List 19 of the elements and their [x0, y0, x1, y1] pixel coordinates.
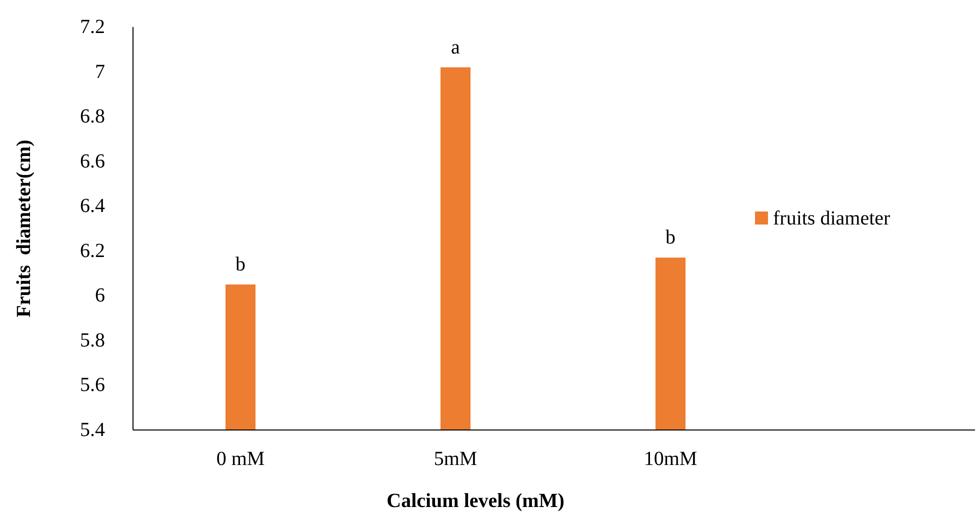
y-tick-label: 7 [95, 60, 105, 83]
y-tick-label: 6.2 [80, 240, 105, 262]
y-tick-label: 6.8 [80, 106, 105, 128]
y-tick-label: 6.6 [80, 150, 105, 172]
annotation: b [666, 226, 676, 249]
y-tick-label: 6.4 [80, 195, 105, 218]
y-tick-label: 6 [95, 284, 105, 307]
legend-label: fruits diameter [773, 208, 891, 230]
y-axis-title: Fruits diameter(cm) [13, 140, 35, 318]
x-tick-label: 5mM [434, 448, 478, 470]
y-tick-label: 5.6 [80, 374, 105, 396]
annotation: b [236, 253, 246, 276]
annotation: a [451, 36, 460, 58]
y-tick-label: 5.8 [80, 329, 105, 352]
y-tick-label: 5.4 [80, 419, 105, 441]
x-axis-title: Calcium levels (mM) [386, 490, 564, 512]
x-tick-label: 10mM [644, 448, 698, 470]
y-tick-label: 7.2 [80, 16, 105, 38]
x-tick-label: 0 mM [216, 448, 265, 470]
